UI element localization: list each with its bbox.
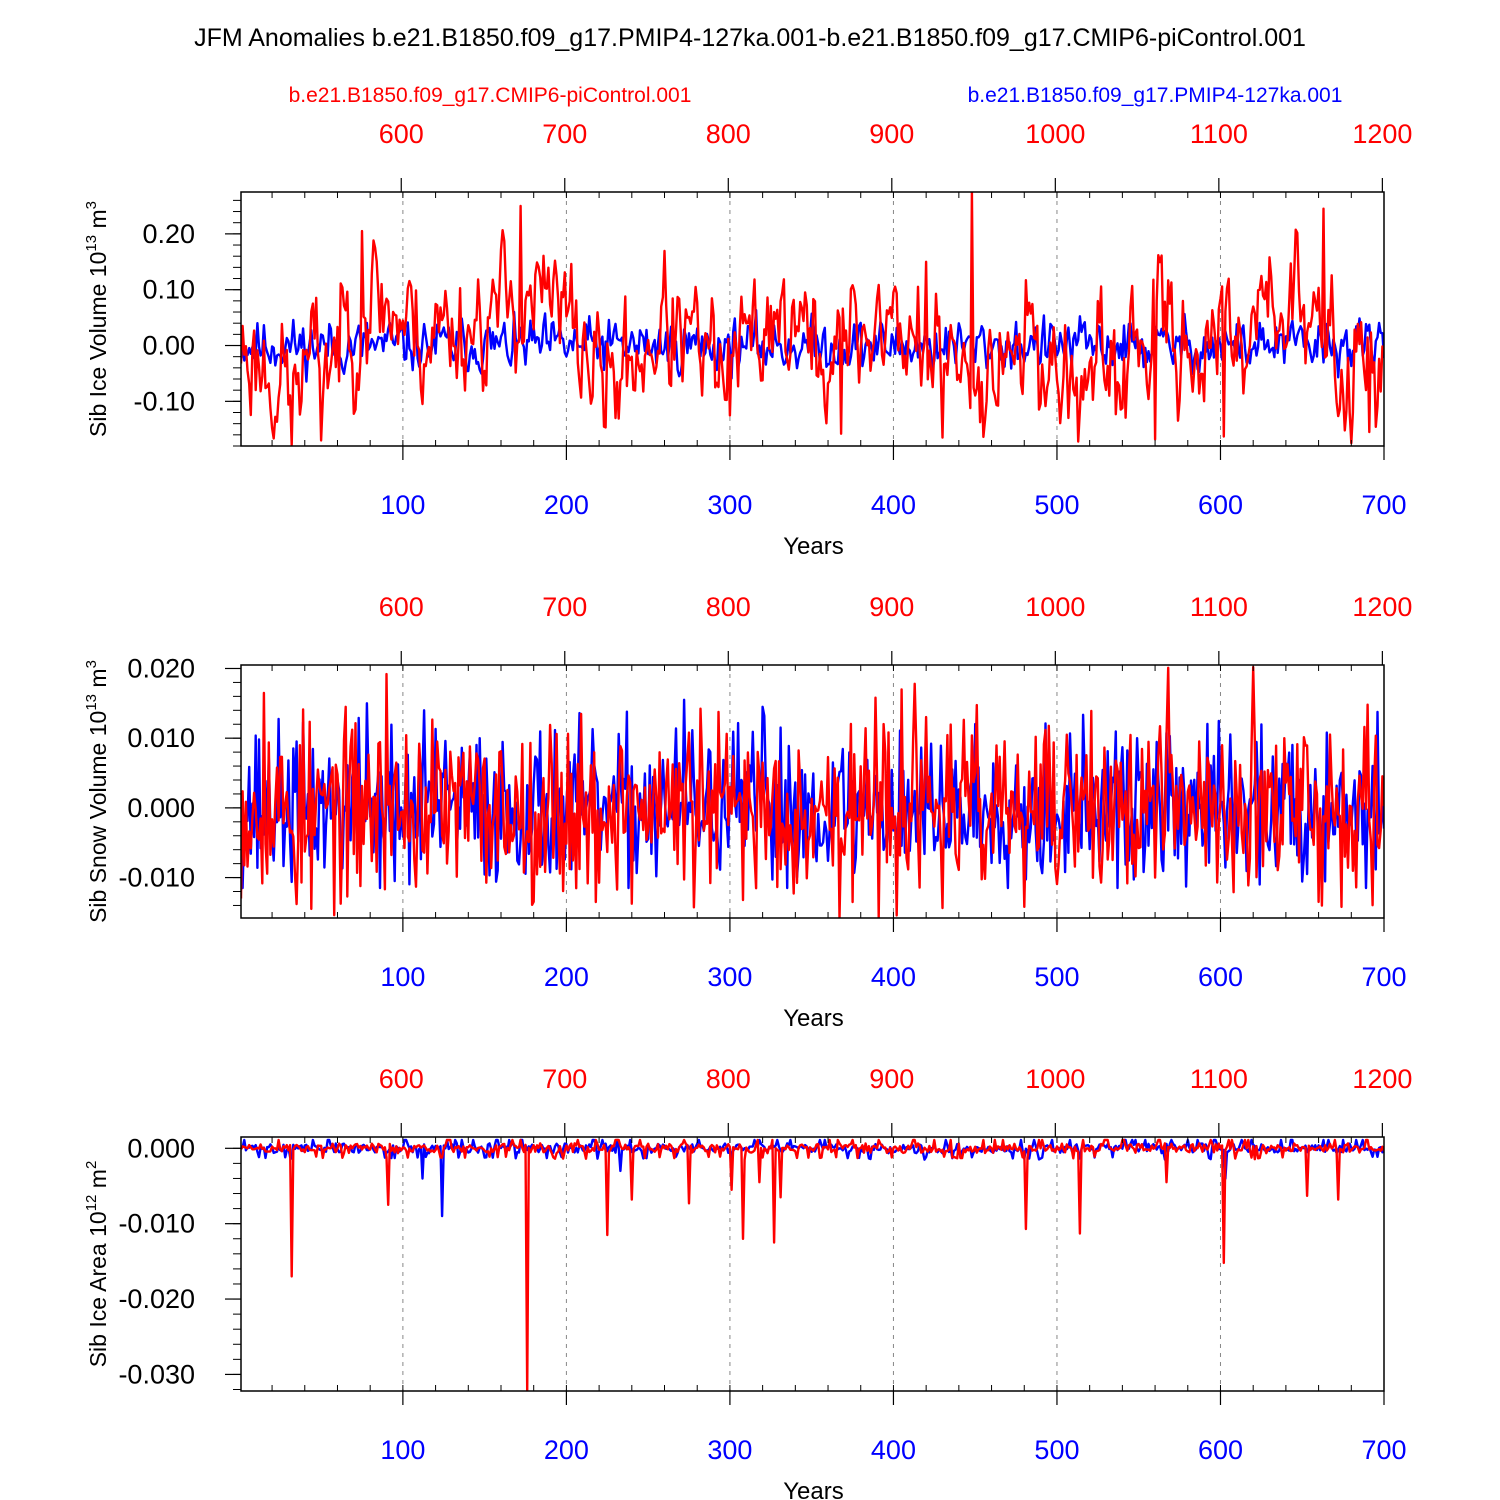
panel-1: 100 200 300 400 500 600 700 600 700 800 900 1000 110…	[83, 119, 1412, 560]
x-tick-label-top: 600	[379, 119, 424, 149]
x-tick-label-bottom: 100	[380, 490, 425, 520]
y-axis-label-exponent: 12	[83, 1195, 100, 1212]
chart-title: JFM Anomalies b.e21.B1850.f09_g17.PMIP4-…	[194, 24, 1306, 52]
x-tick-label-top: 700	[542, 592, 587, 622]
x-tick-label-top: 1100	[1190, 592, 1248, 622]
x-axis-label: Years	[783, 1478, 844, 1500]
x-tick-label-top: 600	[379, 592, 424, 622]
x-tick-label-top: 800	[706, 592, 751, 622]
x-tick-label-bottom: 300	[707, 1435, 752, 1465]
x-tick-label-top: 1000	[1025, 119, 1085, 149]
x-tick-label-top: 1100	[1190, 1064, 1248, 1094]
panel-2: 100 200 300 400 500 600 700 600 700 800 900 1000 110…	[83, 592, 1412, 1032]
y-axis-label: Sib Ice Volume 1013 m3	[83, 201, 111, 437]
panel-3: 100 200 300 400 500 600 700 600 700 800 900 1000 110…	[83, 1064, 1412, 1500]
x-tick-label-bottom: 700	[1361, 490, 1406, 520]
x-tick-label-bottom: 600	[1198, 490, 1243, 520]
x-tick-label-top: 600	[379, 1064, 424, 1094]
y-axis-label-unit-exponent: 3	[83, 660, 100, 668]
x-tick-label-top: 900	[869, 119, 914, 149]
x-tick-label-bottom: 300	[707, 962, 752, 992]
x-tick-label-bottom: 500	[1034, 1435, 1079, 1465]
y-axis-label-text: Sib Snow Volume 10	[85, 711, 111, 923]
y-axis-label-unit-exponent: 3	[83, 201, 100, 209]
y-axis-label-text: Sib Ice Volume 10	[85, 252, 111, 437]
y-axis-label-unit: m	[85, 668, 111, 694]
x-tick-label-top: 1000	[1025, 1064, 1085, 1094]
series-line-control	[241, 1138, 1384, 1391]
y-axis-label: Sib Snow Volume 1013 m3	[83, 660, 111, 923]
x-tick-label-top: 1000	[1025, 592, 1085, 622]
plot-frame	[240, 1136, 1385, 1392]
x-tick-label-bottom: 400	[871, 490, 916, 520]
y-tick-label: 0.20	[142, 219, 195, 249]
y-tick-label: 0.000	[127, 1133, 195, 1163]
x-tick-label-bottom: 600	[1198, 962, 1243, 992]
x-tick-label-top: 1200	[1352, 592, 1412, 622]
x-tick-label-bottom: 300	[707, 490, 752, 520]
y-tick-label: -0.10	[133, 386, 195, 416]
x-tick-label-bottom: 700	[1361, 1435, 1406, 1465]
y-tick-label: -0.010	[118, 1209, 195, 1239]
series-line-control	[241, 665, 1384, 918]
x-tick-label-bottom: 200	[544, 490, 589, 520]
y-axis-label-unit: m	[85, 1169, 111, 1195]
x-tick-label-bottom: 100	[380, 962, 425, 992]
y-tick-label: 0.010	[127, 723, 195, 753]
series-line-control	[241, 192, 1384, 446]
legend-control-label: b.e21.B1850.f09_g17.CMIP6-piControl.001	[289, 84, 692, 107]
y-tick-label: 0.10	[142, 275, 195, 305]
y-axis-label-exponent: 13	[83, 235, 100, 252]
x-tick-label-top: 1200	[1352, 119, 1412, 149]
x-axis-label: Years	[783, 1005, 844, 1032]
legend-pmip-label: b.e21.B1850.f09_g17.PMIP4-127ka.001	[968, 84, 1343, 107]
x-tick-label-bottom: 500	[1034, 490, 1079, 520]
y-tick-label: -0.020	[118, 1284, 195, 1314]
x-tick-label-bottom: 100	[380, 1435, 425, 1465]
x-tick-label-bottom: 700	[1361, 962, 1406, 992]
panels: 100 200 300 400 500 600 700 600 700 800 900 1000 110…	[83, 119, 1412, 1500]
y-axis-label: Sib Ice Area 1012 m2	[83, 1161, 111, 1368]
x-tick-label-top: 700	[542, 119, 587, 149]
y-axis-label-text: Sib Ice Area 10	[85, 1211, 111, 1367]
x-tick-label-top: 1200	[1352, 1064, 1412, 1094]
x-tick-label-top: 800	[706, 119, 751, 149]
x-tick-label-bottom: 200	[544, 1435, 589, 1465]
x-tick-label-bottom: 600	[1198, 1435, 1243, 1465]
y-tick-label: -0.010	[118, 863, 195, 893]
plot-frame	[240, 191, 1385, 447]
x-tick-label-bottom: 400	[871, 962, 916, 992]
x-tick-label-top: 900	[869, 592, 914, 622]
y-tick-label: 0.00	[142, 331, 195, 361]
y-axis-label-unit-exponent: 2	[83, 1161, 100, 1169]
x-tick-label-top: 1100	[1190, 119, 1248, 149]
x-tick-label-top: 900	[869, 1064, 914, 1094]
y-axis-label-unit: m	[85, 209, 111, 235]
x-tick-label-bottom: 200	[544, 962, 589, 992]
y-tick-label: 0.000	[127, 793, 195, 823]
y-tick-label: 0.020	[127, 653, 195, 683]
x-tick-label-top: 800	[706, 1064, 751, 1094]
x-axis-label: Years	[783, 533, 844, 560]
y-tick-label: -0.030	[118, 1359, 195, 1389]
x-tick-label-bottom: 400	[871, 1435, 916, 1465]
plot-frame	[240, 664, 1385, 919]
x-tick-label-top: 700	[542, 1064, 587, 1094]
x-tick-label-bottom: 500	[1034, 962, 1079, 992]
y-axis-label-exponent: 13	[83, 694, 100, 711]
